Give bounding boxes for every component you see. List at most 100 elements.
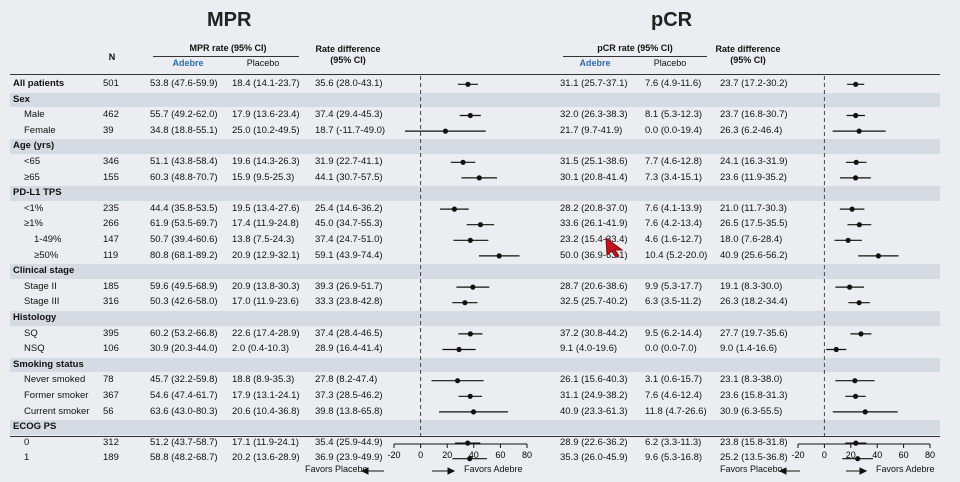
mpr-diff-value: 39.3 (26.9-51.7): [315, 280, 383, 292]
pcr-adebre-value: 31.1 (24.9-38.2): [560, 390, 628, 401]
pcr-x-tick-label: 40: [872, 450, 882, 460]
row-label: All patients: [13, 78, 65, 89]
mpr-placebo-value: 19.6 (14.3-26.3): [232, 156, 300, 167]
n-value: 119: [103, 249, 119, 261]
mpr-adebre-value: 51.1 (43.8-58.4): [150, 156, 218, 167]
row-label: 0: [24, 436, 30, 448]
n-value: 185: [103, 280, 119, 292]
pcr-adebre-value: 31.1 (25.7-37.1): [560, 78, 628, 89]
mpr-placebo-value: 20.9 (13.8-30.3): [232, 280, 300, 292]
mpr-point-estimate: [467, 393, 473, 399]
table-top-rule: [10, 74, 940, 75]
pcr-diff-value: 30.9 (6.3-55.5): [720, 405, 783, 417]
pcr-diff-value: 23.1 (8.3-38.0): [720, 374, 783, 386]
pcr-point-estimate: [852, 175, 859, 181]
pcr-adebre-value: 30.1 (20.8-41.4): [560, 171, 628, 183]
n-value: 56: [103, 405, 114, 417]
row-label: ≥65: [24, 171, 40, 183]
n-value: 395: [103, 327, 119, 339]
mpr-diff-value: 35.4 (25.9-44.9): [315, 436, 383, 448]
pcr-diff-value: 24.1 (16.3-31.9): [720, 156, 788, 167]
cursor-arrow-icon: [605, 236, 624, 258]
group-band: [10, 186, 940, 201]
pcr-point-estimate: [833, 346, 839, 353]
row-label: <1%: [24, 202, 44, 214]
mpr-adebre-value: 51.2 (43.7-58.7): [150, 436, 218, 448]
mpr-arm-adebre: Adebre: [172, 58, 204, 68]
pcr-point-estimate: [852, 378, 858, 384]
mpr-placebo-value: 17.1 (11.9-24.1): [232, 436, 299, 448]
mpr-adebre-value: 44.4 (35.8-53.5): [150, 202, 218, 214]
mpr-point-estimate: [476, 175, 482, 181]
pcr-placebo-value: 11.8 (4.7-26.6): [645, 405, 707, 417]
row-label: NSQ: [24, 343, 45, 355]
n-value: 501: [103, 78, 119, 89]
pcr-rate-header-rule: [563, 56, 707, 57]
mpr-point-estimate: [470, 409, 477, 415]
group-label: Age (yrs): [13, 140, 55, 152]
mpr-placebo-value: 25.0 (10.2-49.5): [232, 124, 300, 136]
mpr-point-estimate: [467, 456, 473, 462]
row-label: Male: [24, 109, 45, 121]
pcr-point-estimate: [862, 409, 868, 415]
mpr-placebo-value: 20.2 (13.6-28.9): [232, 452, 300, 464]
pcr-placebo-value: 10.4 (5.2-20.0): [645, 249, 708, 261]
group-label: ECOG PS: [13, 421, 57, 433]
mpr-diff-header-line2: (95% CI): [330, 55, 366, 65]
mpr-placebo-value: 17.9 (13.6-23.4): [232, 109, 300, 121]
pcr-diff-header-line2: (95% CI): [730, 55, 766, 65]
pcr-placebo-value: 4.6 (1.6-12.7): [645, 234, 703, 245]
mpr-point-estimate: [465, 440, 471, 446]
mpr-point-estimate: [467, 112, 473, 119]
pcr-adebre-value: 33.6 (26.1-41.9): [560, 218, 628, 230]
mpr-x-tick-label: 0: [418, 450, 423, 460]
pcr-adebre-value: 21.7 (9.7-41.9): [560, 124, 623, 136]
mpr-placebo-value: 20.6 (10.4-36.8): [232, 405, 300, 417]
pcr-diff-header-line1: Rate difference: [715, 44, 781, 54]
mpr-point-estimate: [460, 159, 466, 165]
row-label: Current smoker: [24, 405, 90, 417]
pcr-adebre-value: 50.0 (36.9-63.1): [560, 249, 628, 261]
mpr-placebo-value: 19.5 (13.4-27.6): [232, 202, 300, 214]
pcr-point-estimate: [853, 112, 859, 119]
mpr-diff-value: 39.8 (13.8-65.8): [315, 405, 383, 417]
mpr-rate-header-rule: [153, 56, 299, 57]
mpr-adebre-value: 61.9 (53.5-69.7): [150, 218, 218, 230]
pcr-diff-value: 23.6 (15.8-31.3): [720, 390, 788, 401]
mouse-cursor: [605, 236, 624, 258]
mpr-placebo-value: 17.9 (13.1-24.1): [232, 390, 300, 401]
pcr-x-tick-label: -20: [791, 450, 804, 460]
pcr-favors-placebo: Favors Placebo: [720, 464, 783, 474]
pcr-placebo-value: 6.2 (3.3-11.3): [645, 436, 702, 448]
mpr-diff-value: 44.1 (30.7-57.5): [315, 171, 383, 183]
pcr-diff-value: 19.1 (8.3-30.0): [720, 280, 783, 292]
table-bottom-rule: [10, 436, 940, 437]
mpr-diff-value: 31.9 (22.7-41.1): [315, 156, 383, 167]
pcr-arm-placebo: Placebo: [653, 58, 687, 68]
pcr-placebo-value: 7.6 (4.6-12.4): [645, 390, 703, 401]
mpr-diff-header: Rate difference (95% CI): [308, 44, 388, 66]
mpr-placebo-value: 22.6 (17.4-28.9): [232, 327, 300, 339]
mpr-x-tick-label: 60: [495, 450, 505, 460]
pcr-adebre-value: 28.2 (20.8-37.0): [560, 202, 628, 214]
pcr-adebre-value: 32.0 (26.3-38.3): [560, 109, 628, 121]
mpr-point-estimate: [442, 128, 449, 134]
pcr-placebo-value: 0.0 (0.0-7.0): [645, 343, 697, 355]
mpr-diff-value: 37.4 (29.4-45.3): [315, 109, 383, 121]
mpr-placebo-value: 18.8 (8.9-35.3): [232, 374, 295, 386]
pcr-placebo-value: 7.6 (4.9-11.6): [645, 78, 702, 89]
row-label: ≥1%: [24, 218, 43, 230]
pcr-diff-value: 25.2 (13.5-36.8): [720, 452, 788, 464]
mpr-placebo-value: 17.0 (11.9-23.6): [232, 296, 299, 308]
mpr-diff-value: 28.9 (16.4-41.4): [315, 343, 383, 355]
mpr-placebo-value: 15.9 (9.5-25.3): [232, 171, 295, 183]
mpr-point-estimate: [454, 378, 461, 384]
pcr-placebo-value: 7.3 (3.4-15.1): [645, 171, 703, 183]
pcr-placebo-value: 7.6 (4.1-13.9): [645, 202, 703, 214]
row-label: SQ: [24, 327, 38, 339]
row-label: Never smoked: [24, 374, 86, 386]
mpr-diff-header-line1: Rate difference: [315, 44, 381, 54]
group-label: PD-L1 TPS: [13, 187, 62, 199]
row-label: Stage II: [24, 280, 57, 292]
